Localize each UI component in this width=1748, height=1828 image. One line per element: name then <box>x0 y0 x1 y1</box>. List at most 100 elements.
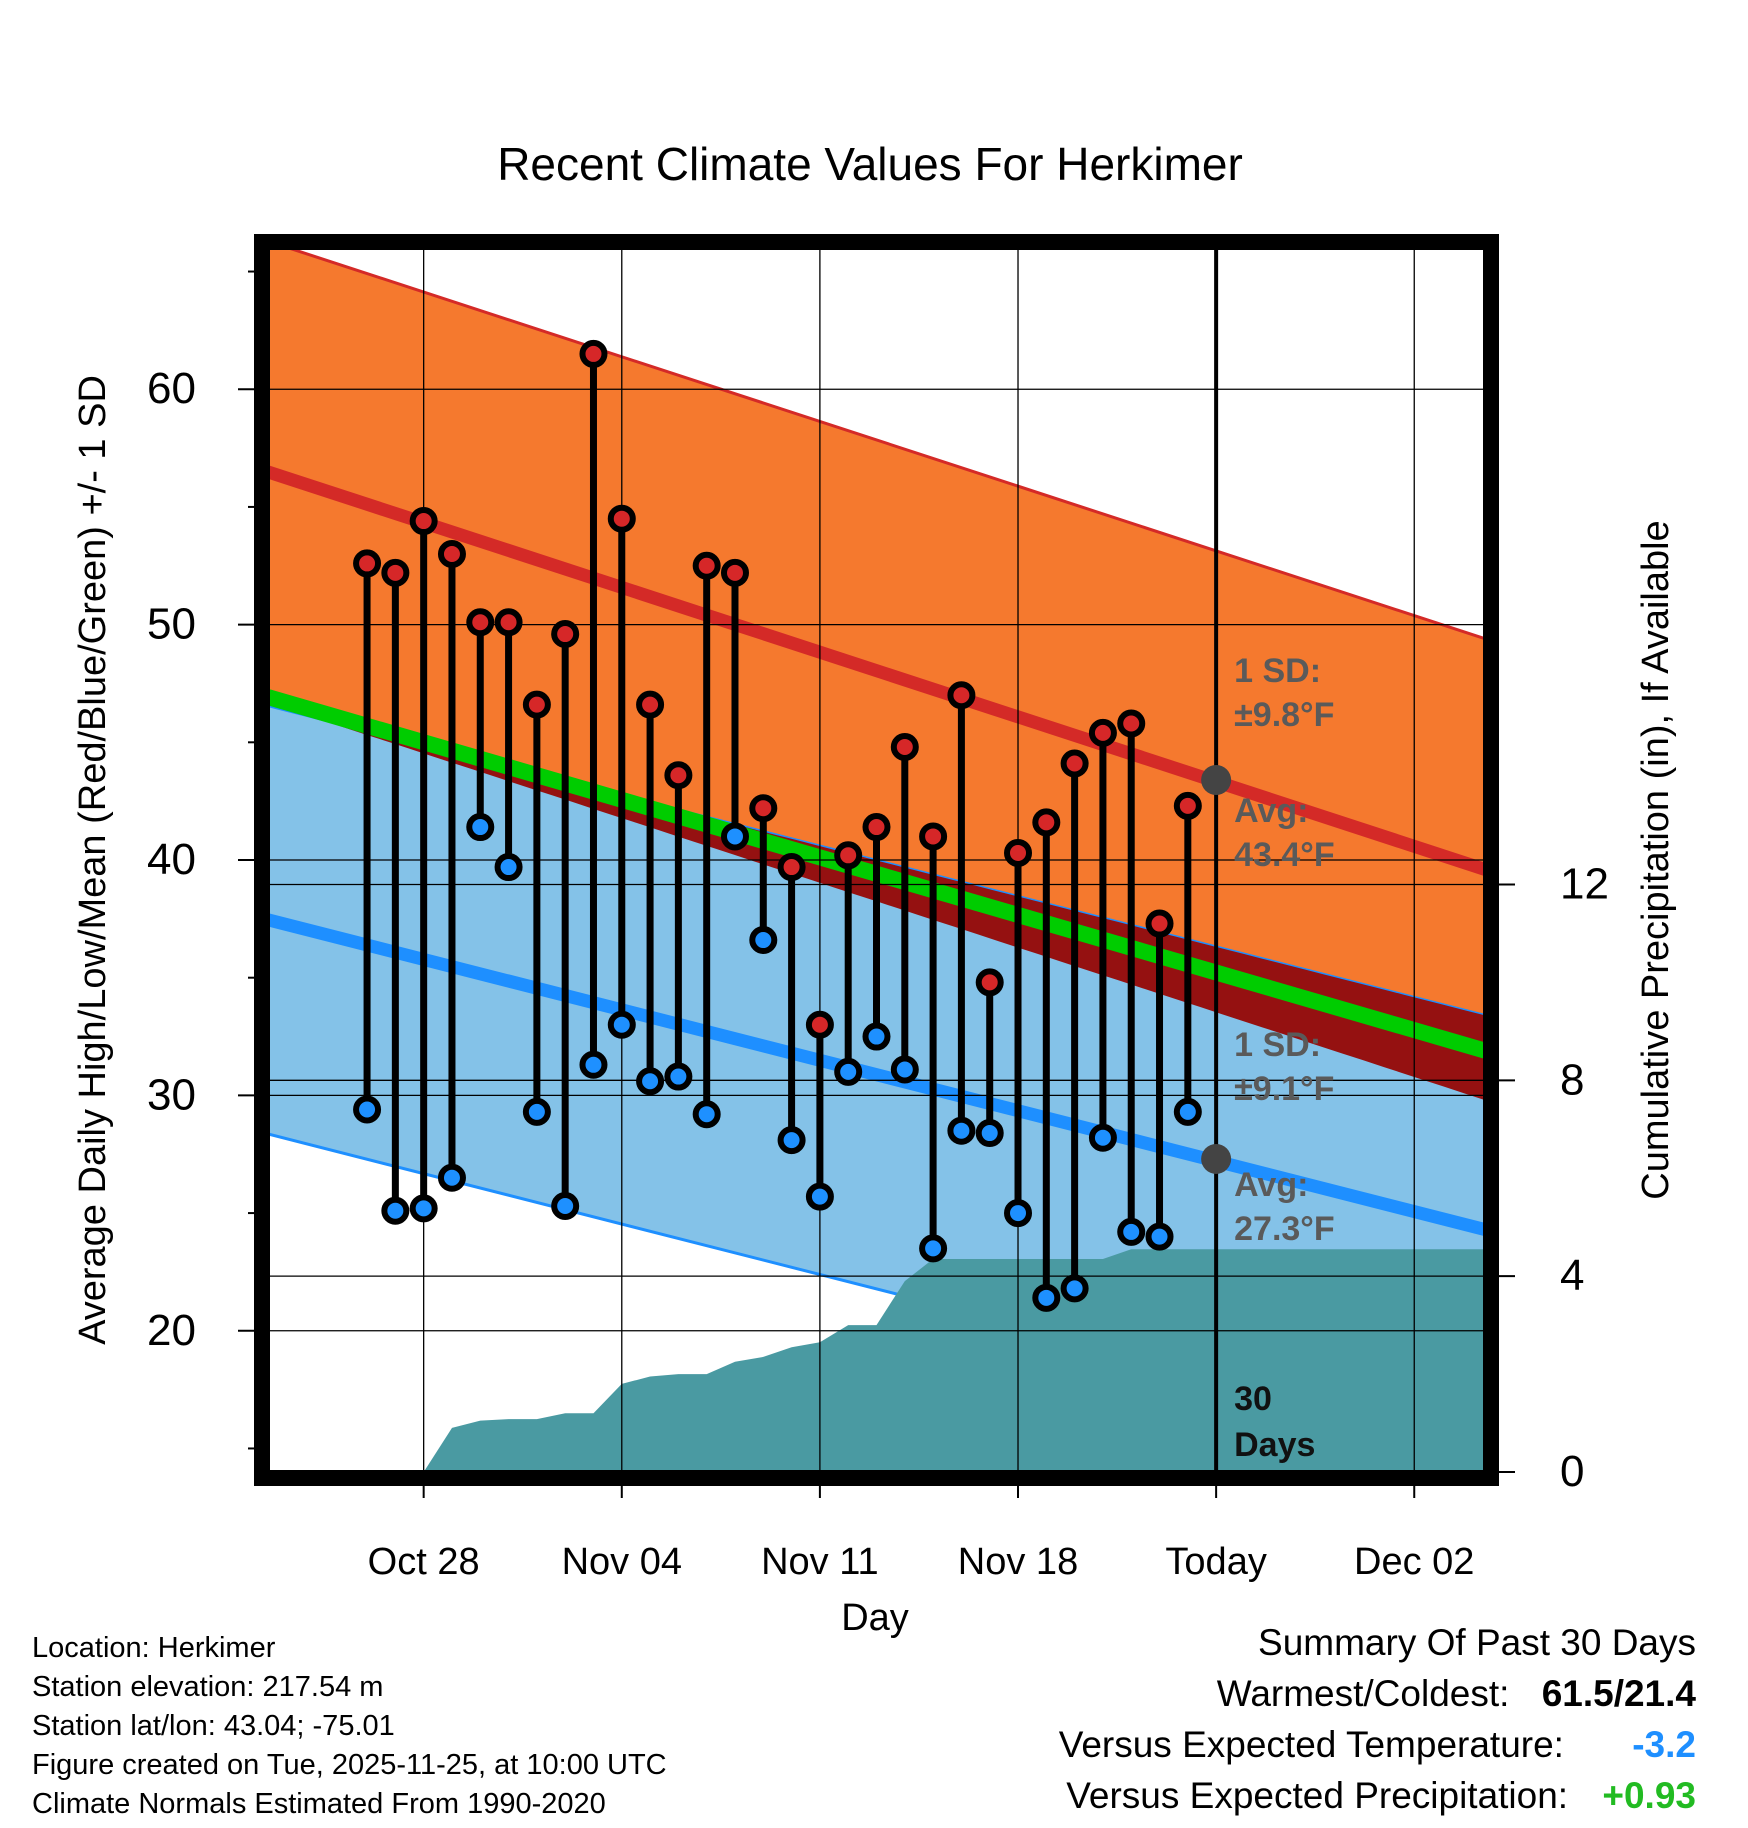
high-point <box>890 733 919 762</box>
y-tick-label: 30 <box>147 1070 196 1119</box>
low-point <box>494 853 523 882</box>
day-observation <box>720 558 749 851</box>
warmest-value: 61.5 <box>1541 1673 1614 1714</box>
y-tick-label: 60 <box>147 364 196 413</box>
low-point <box>381 1196 410 1225</box>
day-observation <box>353 549 382 1124</box>
high-point <box>579 339 608 368</box>
day-observation <box>522 690 551 1126</box>
high-point <box>1117 709 1146 738</box>
high-point <box>607 504 636 533</box>
low-point <box>551 1192 580 1221</box>
day-observation <box>381 558 410 1225</box>
low-point <box>1117 1217 1146 1246</box>
low-point <box>805 1182 834 1211</box>
x-tick-label: Nov 18 <box>958 1541 1078 1583</box>
day-observation <box>947 681 976 1145</box>
day-observation <box>975 968 1004 1148</box>
high-avg-value: 43.4°F <box>1234 836 1335 874</box>
day-observation <box>1173 791 1202 1126</box>
low-point <box>720 822 749 851</box>
high-point <box>1088 718 1117 747</box>
precip-area <box>310 1249 1485 1472</box>
warm-cold-label: Warmest/Coldest: <box>1216 1673 1510 1714</box>
low-point <box>607 1010 636 1039</box>
day-observation <box>494 608 523 882</box>
high-point <box>1032 808 1061 837</box>
low-point <box>1145 1222 1174 1251</box>
warm-cold-row: Warmest/Coldest: 61.5/21.4 <box>1217 1669 1696 1719</box>
high-point <box>919 822 948 851</box>
y-axis-label: Average Daily High/Low/Mean (Red/Blue/Gr… <box>72 375 114 1345</box>
high-point <box>947 681 976 710</box>
low-point <box>636 1067 665 1096</box>
y-tick-label: 40 <box>147 835 196 884</box>
day-observation <box>664 761 693 1091</box>
high-point <box>1004 838 1033 867</box>
day-observation <box>466 608 495 842</box>
low-point <box>437 1163 466 1192</box>
high-point <box>777 853 806 882</box>
low-point <box>353 1095 382 1124</box>
low-point <box>890 1055 919 1084</box>
low-sd-label: 1 SD: <box>1234 1026 1321 1064</box>
high-point <box>466 608 495 637</box>
y2-tick-label: 4 <box>1560 1251 1584 1300</box>
low-point <box>664 1062 693 1091</box>
y2-tick-label: 8 <box>1560 1055 1584 1104</box>
y-tick-label: 20 <box>147 1306 196 1355</box>
low-point <box>579 1050 608 1079</box>
high-point <box>749 794 778 823</box>
y2-axis-label: Cumulative Precipitation (in), If Availa… <box>1635 520 1677 1199</box>
temp-row: Versus Expected Temperature: -3.2 <box>1059 1720 1696 1770</box>
high-point <box>975 968 1004 997</box>
summary-heading: Summary Of Past 30 Days <box>1258 1622 1696 1663</box>
high-avg-line <box>268 465 1485 876</box>
low-point <box>1060 1274 1089 1303</box>
low-point <box>1004 1199 1033 1228</box>
day-observation <box>1004 838 1033 1228</box>
day-observation <box>1088 718 1117 1152</box>
high-point <box>1173 791 1202 820</box>
high-point <box>551 620 580 649</box>
high-point <box>805 1010 834 1039</box>
window-count: 30 <box>1234 1380 1272 1418</box>
day-observation <box>1145 909 1174 1251</box>
day-observation <box>692 551 721 1129</box>
low-avg-line <box>268 913 1485 1236</box>
today-low-avg-dot <box>1201 1143 1232 1174</box>
day-observation <box>551 620 580 1221</box>
y2-tick-label: 0 <box>1560 1447 1584 1496</box>
location-text: Location: Herkimer <box>32 1632 276 1664</box>
low-point <box>834 1057 863 1086</box>
day-observation <box>805 1010 834 1211</box>
low-avg-label: Avg: <box>1234 1166 1308 1204</box>
low-point <box>1088 1123 1117 1152</box>
low-point <box>1032 1283 1061 1312</box>
day-observation <box>834 841 863 1086</box>
x-tick-label: Nov 04 <box>562 1541 682 1583</box>
coldest-value: 21.4 <box>1623 1673 1696 1714</box>
normals-text: Climate Normals Estimated From 1990-2020 <box>32 1788 606 1820</box>
today-high-avg-dot <box>1201 764 1232 795</box>
day-observation <box>579 339 608 1079</box>
low-point <box>466 813 495 842</box>
x-tick-label: Today <box>1165 1541 1266 1583</box>
temp-label: Versus Expected Temperature: <box>1058 1724 1564 1765</box>
high-point <box>664 761 693 790</box>
day-observation <box>1032 808 1061 1312</box>
precip-row: Versus Expected Precipitation: +0.93 <box>1066 1771 1696 1821</box>
low-point <box>777 1126 806 1155</box>
high-point <box>409 507 438 536</box>
high-point <box>1060 749 1089 778</box>
day-observation <box>636 690 665 1096</box>
high-point <box>522 690 551 719</box>
low-point <box>749 926 778 955</box>
temp-anomaly-value: -3.2 <box>1632 1724 1696 1765</box>
created-text: Figure created on Tue, 2025-11-25, at 10… <box>32 1749 667 1781</box>
x-tick-label: Dec 02 <box>1354 1541 1474 1583</box>
day-observation <box>919 822 948 1263</box>
low-sd-value: ±9.1°F <box>1234 1070 1334 1108</box>
value-separator: / <box>1613 1673 1624 1714</box>
